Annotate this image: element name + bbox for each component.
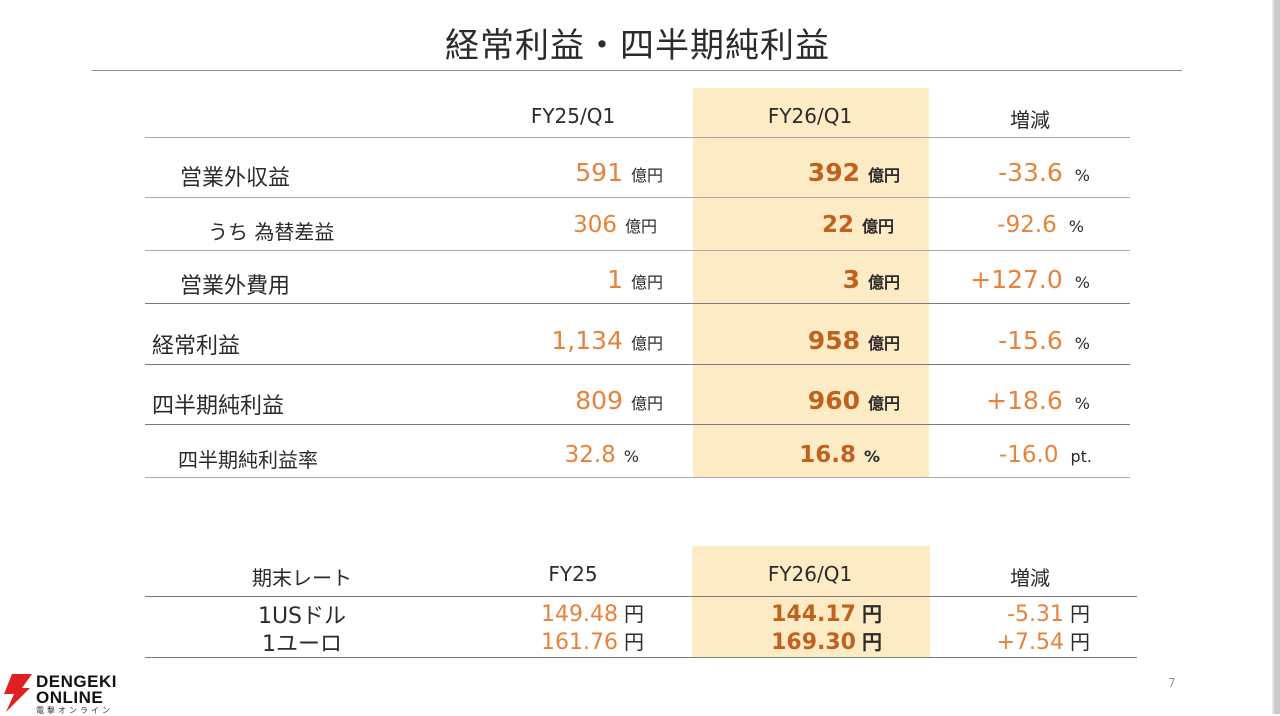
row-0-curr: 392 億円 [807, 158, 900, 187]
title-divider [92, 70, 1182, 71]
table-bottom-rule [145, 477, 1130, 478]
rate-header-label: 期末レート [252, 566, 352, 590]
rate-current-highlight [692, 546, 930, 658]
row-rule [145, 424, 1130, 425]
header-change: 増減 [1010, 108, 1050, 132]
rate-label-usd: 1USドル [257, 604, 347, 629]
rate-header-curr: FY26/Q1 [767, 562, 853, 586]
row-label-ordinary-income: 経常利益 [152, 334, 241, 359]
slide-title: 経常利益・四半期純利益 [445, 26, 830, 66]
rate-bottom-rule [145, 657, 1137, 658]
header-rule [145, 137, 1130, 138]
row-4-prev: 809 億円 [575, 386, 663, 415]
rate-header-change: 増減 [1010, 566, 1050, 590]
window-edge-inner [1272, 0, 1274, 714]
row-1-prev: 306 億円 [573, 212, 657, 238]
row-1-curr: 22 億円 [821, 212, 894, 238]
rate-label-eur: 1ユーロ [262, 632, 342, 657]
row-5-change: -16.0 pt. [998, 442, 1092, 468]
row-3-change: -15.6% [998, 326, 1090, 355]
logo-line2: ONLINE [36, 688, 104, 707]
row-2-change: +127.0% [970, 265, 1090, 294]
dengeki-online-logo: DENGEKI ONLINE 電撃オンライン [0, 670, 130, 715]
rate-eur-prev: 161.76 円 [541, 630, 644, 655]
header-curr: FY26/Q1 [767, 104, 853, 128]
rate-usd-curr: 144.17 円 [771, 602, 882, 627]
row-label-non-operating-income: 営業外収益 [180, 166, 291, 191]
row-5-curr: 16.8% [799, 442, 880, 468]
page-number: 7 [1168, 676, 1176, 690]
rate-usd-prev: 149.48 円 [541, 602, 644, 627]
rate-header-rule [145, 596, 1137, 597]
row-3-prev: 1,134 億円 [551, 326, 663, 355]
row-label-fx-gain: うち 為替差益 [208, 220, 335, 244]
row-4-change: +18.6% [986, 386, 1090, 415]
row-2-curr: 3 億円 [842, 265, 900, 294]
row-5-prev: 32.8% [564, 442, 639, 468]
row-rule [145, 197, 1130, 198]
logo-line1: DENGEKI [36, 672, 117, 691]
lightning-bolt-icon [4, 674, 32, 712]
window-edge [1274, 0, 1280, 714]
row-label-non-operating-expenses: 営業外費用 [180, 274, 291, 299]
header-prev: FY25/Q1 [530, 104, 616, 128]
row-0-change: -33.6% [998, 158, 1090, 187]
rate-eur-change: +7.54 円 [996, 630, 1090, 655]
rate-usd-change: -5.31 円 [1007, 602, 1090, 627]
row-label-net-income-margin: 四半期純利益率 [178, 448, 318, 472]
logo-line3: 電撃オンライン [36, 706, 113, 715]
rate-header-prev: FY25 [548, 562, 598, 586]
row-rule [145, 250, 1130, 251]
row-3-curr: 958 億円 [807, 326, 900, 355]
row-rule [145, 303, 1130, 304]
current-period-highlight [693, 88, 929, 478]
row-0-prev: 591 億円 [575, 158, 663, 187]
rate-eur-curr: 169.30 円 [771, 630, 882, 655]
row-rule [145, 364, 1130, 365]
row-2-prev: 1 億円 [607, 265, 663, 294]
row-4-curr: 960 億円 [807, 386, 900, 415]
row-label-quarterly-net-income: 四半期純利益 [152, 394, 285, 419]
row-1-change: -92.6% [997, 212, 1084, 238]
